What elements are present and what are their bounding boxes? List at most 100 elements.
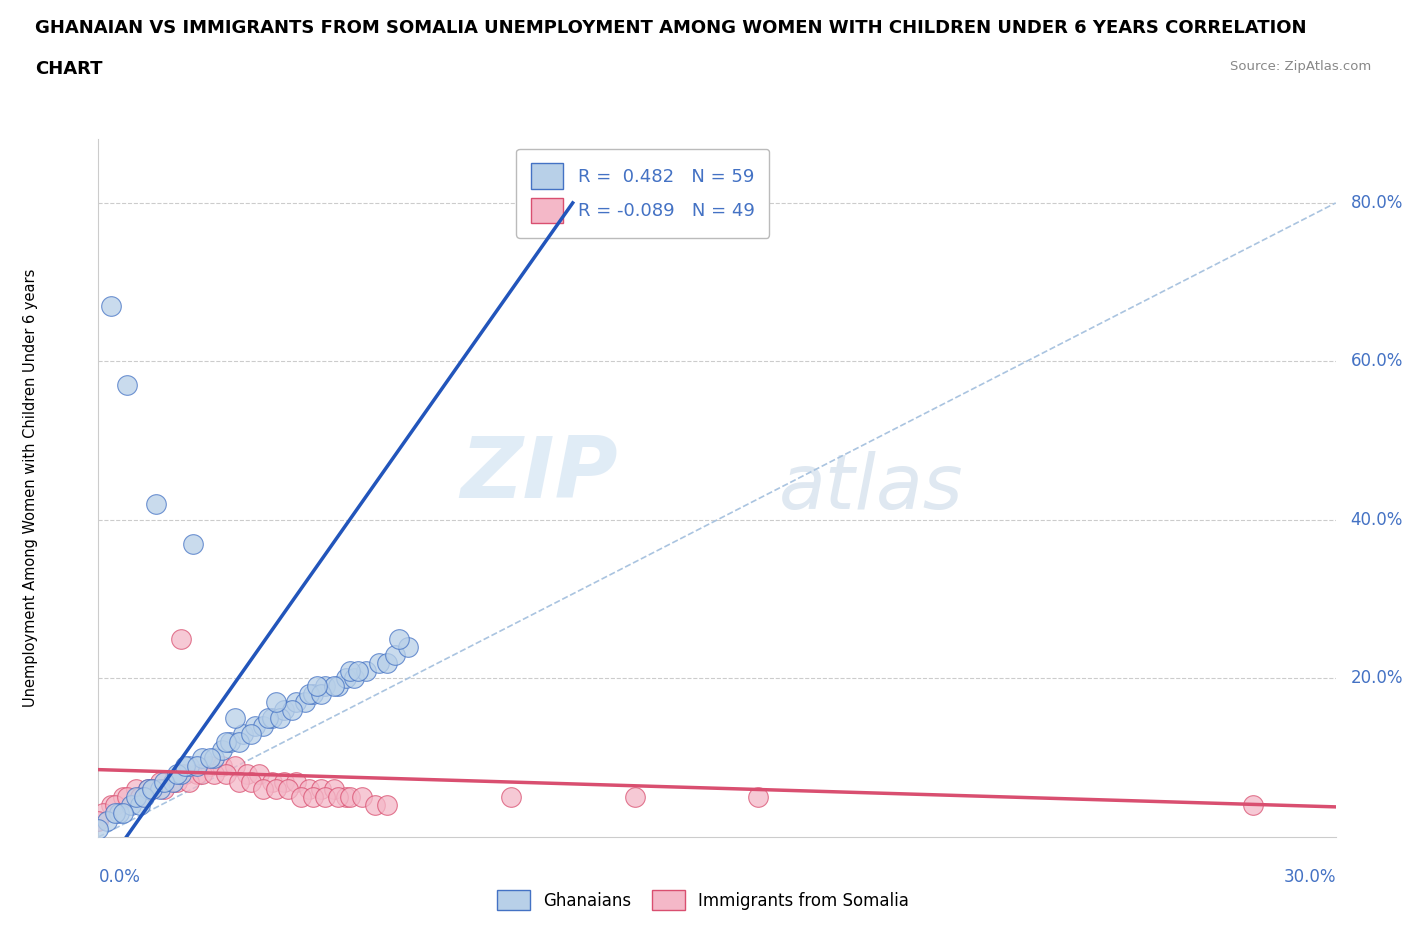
Point [112, 790, 135, 804]
Point [298, 782, 321, 797]
Legend: R =  0.482   N = 59, R = -0.089   N = 49: R = 0.482 N = 59, R = -0.089 N = 49 [516, 149, 769, 237]
Point [356, 663, 378, 678]
Point [96, 814, 118, 829]
Point [322, 679, 344, 694]
Point [117, 790, 139, 804]
Point [124, 790, 146, 804]
Point [124, 782, 146, 797]
Point [215, 766, 238, 781]
Point [117, 378, 139, 392]
Point [211, 758, 233, 773]
Point [314, 790, 336, 804]
Text: ZIP: ZIP [460, 432, 619, 516]
Point [170, 631, 193, 646]
Point [302, 790, 325, 804]
Point [314, 679, 336, 694]
Point [128, 798, 150, 813]
Point [269, 711, 291, 725]
Point [153, 774, 176, 789]
Point [375, 798, 398, 813]
Point [264, 782, 287, 797]
Point [388, 631, 411, 646]
Text: 80.0%: 80.0% [1351, 194, 1403, 212]
Point [166, 774, 188, 789]
Point [623, 790, 645, 804]
Point [290, 790, 312, 804]
Text: 60.0%: 60.0% [1351, 352, 1403, 370]
Text: 20.0%: 20.0% [1351, 670, 1403, 687]
Point [174, 758, 197, 773]
Point [322, 782, 344, 797]
Point [132, 790, 155, 804]
Text: 30.0%: 30.0% [1284, 869, 1336, 886]
Point [100, 798, 122, 813]
Point [211, 742, 233, 757]
Point [273, 703, 295, 718]
Point [347, 663, 370, 678]
Point [305, 679, 328, 694]
Point [240, 774, 263, 789]
Point [181, 537, 204, 551]
Point [224, 711, 246, 725]
Point [186, 766, 208, 781]
Point [141, 782, 163, 797]
Point [273, 774, 295, 789]
Point [335, 671, 357, 686]
Point [104, 798, 127, 813]
Point [352, 790, 374, 804]
Point [499, 790, 522, 804]
Point [215, 735, 238, 750]
Point [1241, 798, 1264, 813]
Text: 40.0%: 40.0% [1351, 511, 1403, 529]
Point [198, 758, 221, 773]
Point [232, 726, 254, 741]
Point [335, 790, 357, 804]
Point [384, 647, 406, 662]
Point [120, 798, 142, 813]
Point [343, 671, 366, 686]
Point [364, 798, 387, 813]
Point [339, 790, 361, 804]
Point [285, 695, 308, 710]
Point [326, 679, 349, 694]
Point [309, 782, 332, 797]
Point [128, 790, 150, 804]
Point [170, 766, 193, 781]
Point [186, 758, 208, 773]
Point [298, 687, 321, 702]
Legend: Ghanaians, Immigrants from Somalia: Ghanaians, Immigrants from Somalia [491, 884, 915, 917]
Point [309, 687, 332, 702]
Text: Source: ZipAtlas.com: Source: ZipAtlas.com [1230, 60, 1371, 73]
Point [87, 814, 110, 829]
Point [260, 774, 283, 789]
Point [326, 790, 349, 804]
Point [240, 726, 263, 741]
Point [339, 663, 361, 678]
Point [104, 805, 127, 820]
Point [153, 782, 176, 797]
Point [190, 766, 212, 781]
Point [179, 758, 201, 773]
Point [202, 766, 225, 781]
Point [252, 719, 274, 734]
Point [141, 782, 163, 797]
Point [396, 639, 419, 654]
Point [256, 711, 278, 725]
Point [247, 766, 270, 781]
Point [100, 299, 122, 313]
Point [281, 703, 304, 718]
Point [190, 751, 212, 765]
Text: atlas: atlas [779, 451, 963, 525]
Text: Unemployment Among Women with Children Under 6 years: Unemployment Among Women with Children U… [22, 269, 38, 708]
Point [228, 735, 250, 750]
Point [136, 782, 159, 797]
Point [162, 774, 184, 789]
Point [149, 782, 172, 797]
Point [277, 782, 299, 797]
Point [179, 774, 201, 789]
Point [367, 655, 389, 670]
Text: 0.0%: 0.0% [98, 869, 141, 886]
Point [228, 774, 250, 789]
Point [302, 687, 325, 702]
Point [219, 735, 242, 750]
